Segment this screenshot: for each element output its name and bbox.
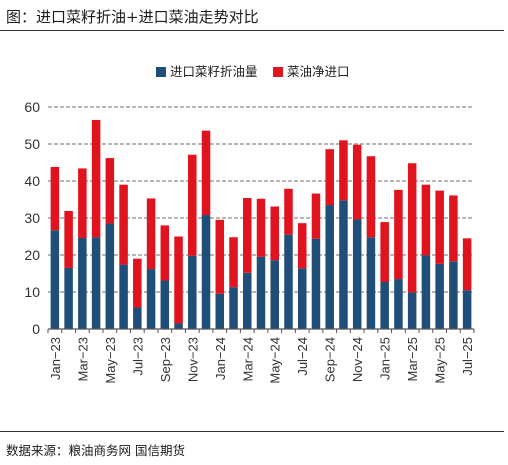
- bar-series1-Jan-23: [50, 230, 60, 329]
- bar-series1-May-24: [270, 260, 280, 329]
- bar-series1-Dec-23: [201, 215, 211, 329]
- bottom-divider: [0, 431, 504, 432]
- bar-series1-Sep-23: [160, 280, 170, 329]
- bar-series1-Nov-24: [352, 219, 362, 329]
- bar-series2-Jun-25: [449, 195, 458, 262]
- legend-label-series2: 菜油净进口: [287, 65, 350, 79]
- legend-swatch-series1: [156, 67, 166, 77]
- x-tick-label: Jan−24: [213, 337, 228, 380]
- bar-series1-Jan-25: [380, 282, 389, 329]
- bar-series1-Mar-25: [407, 292, 417, 329]
- bar-series2-Dec-24: [366, 156, 376, 238]
- bar-series2-Apr-25: [421, 184, 431, 256]
- bar-series1-Aug-23: [146, 269, 156, 329]
- bar-series2-Feb-24: [229, 237, 238, 288]
- top-divider: [0, 30, 504, 31]
- bar-series1-Feb-25: [394, 279, 403, 329]
- bar-series2-Apr-24: [256, 198, 266, 257]
- bar-series1-Jan-24: [215, 293, 225, 329]
- bar-series1-Jul-23: [133, 307, 142, 329]
- bar-series1-Nov-23: [188, 255, 197, 329]
- x-tick-label: Nov−23: [185, 337, 200, 382]
- stacked-bar-chart: 进口菜籽折油量 菜油净进口 0 10 20 30 40 50 60 Jan−23 Mar−23…: [24, 64, 475, 384]
- bars: [50, 119, 472, 329]
- x-tick-label: May−23: [103, 337, 118, 384]
- bar-series2-May-24: [270, 206, 280, 261]
- bar-series1-Mar-24: [242, 272, 252, 329]
- bar-series1-Feb-23: [64, 267, 73, 329]
- bar-series1-Dec-24: [366, 237, 376, 329]
- bar-series2-Oct-24: [339, 140, 348, 201]
- bar-series1-Oct-24: [339, 200, 348, 329]
- bar-series2-Apr-23: [91, 119, 101, 238]
- x-tick-label: Jan−23: [48, 337, 63, 380]
- bar-series2-Dec-23: [201, 130, 211, 216]
- bar-series1-May-25: [435, 263, 444, 329]
- bar-series2-Aug-23: [146, 198, 156, 270]
- bar-series2-May-25: [435, 190, 444, 264]
- y-tick-label: 40: [24, 173, 40, 189]
- bar-series1-Apr-23: [91, 237, 101, 329]
- x-tick-label: Jul−24: [295, 337, 310, 376]
- bar-series2-Jan-24: [215, 219, 225, 294]
- bar-series2-Oct-23: [174, 236, 183, 324]
- x-tick-label: Jul−23: [130, 337, 145, 376]
- bar-series2-Mar-24: [242, 198, 252, 273]
- bar-series1-Jun-25: [449, 261, 458, 329]
- legend-swatch-series2: [273, 67, 283, 77]
- legend: 进口菜籽折油量 菜油净进口: [156, 64, 350, 79]
- bar-series2-Jun-24: [284, 188, 293, 235]
- bar-series1-Aug-24: [311, 238, 321, 329]
- bar-series2-May-23: [105, 158, 115, 224]
- y-tick-label: 50: [24, 136, 40, 152]
- y-tick-label: 0: [32, 321, 40, 337]
- bar-series2-Nov-24: [352, 144, 362, 220]
- x-tick-label: Sep−24: [323, 337, 338, 382]
- bar-series2-Mar-25: [407, 163, 417, 293]
- bar-series1-Jun-24: [284, 234, 293, 329]
- bar-series1-Feb-24: [229, 287, 238, 329]
- x-tick-label: Jan−25: [378, 337, 393, 380]
- bar-series2-Jul-23: [133, 258, 142, 308]
- bar-series2-Sep-23: [160, 225, 170, 281]
- x-tick-label: Mar−25: [405, 337, 420, 381]
- bar-series1-May-23: [105, 223, 115, 329]
- bar-series2-Nov-23: [188, 154, 197, 256]
- bar-series2-Mar-23: [78, 168, 87, 238]
- x-tick-label: Nov−24: [350, 337, 365, 382]
- bar-series1-Jul-25: [462, 290, 472, 329]
- x-tick-label: May−24: [268, 337, 283, 384]
- y-axis: 0 10 20 30 40 50 60: [24, 99, 40, 337]
- x-tick-label: Mar−23: [75, 337, 90, 381]
- y-tick-label: 60: [24, 99, 40, 115]
- bar-series2-Aug-24: [311, 193, 321, 239]
- bar-series1-Apr-24: [256, 256, 266, 329]
- bar-series2-Feb-23: [64, 210, 73, 268]
- bar-series2-Jan-23: [50, 166, 60, 231]
- x-axis: Jan−23 Mar−23 May−23 Jul−23 Sep−23 Nov−23 Jan−…: [47, 328, 475, 384]
- bar-series1-Jun-23: [119, 264, 128, 329]
- bar-series1-Apr-25: [421, 255, 431, 329]
- bar-series2-Jan-25: [380, 222, 389, 283]
- bar-series2-Jun-23: [119, 184, 128, 265]
- legend-label-series1: 进口菜籽折油量: [170, 64, 258, 79]
- bar-series1-Sep-24: [325, 205, 334, 329]
- x-tick-label: Sep−23: [158, 337, 173, 382]
- data-source: 数据来源：粮油商务网 国信期货: [6, 443, 185, 458]
- x-tick-label: May−25: [433, 337, 448, 384]
- bar-series2-Jul-24: [297, 223, 307, 269]
- y-tick-label: 20: [24, 247, 40, 263]
- bar-series2-Feb-25: [394, 189, 403, 280]
- bar-series1-Mar-23: [78, 237, 87, 329]
- chart-title: 图：进口菜籽折油+进口菜油走势对比: [6, 8, 259, 26]
- y-tick-label: 10: [24, 284, 40, 300]
- bar-series2-Sep-24: [325, 149, 334, 206]
- bar-series2-Jul-25: [462, 238, 472, 291]
- x-tick-label: Jul−25: [460, 337, 475, 376]
- y-tick-label: 30: [24, 210, 40, 226]
- x-tick-label: Mar−24: [240, 337, 255, 381]
- bar-series1-Oct-23: [174, 323, 183, 329]
- bar-series1-Jul-24: [297, 268, 307, 329]
